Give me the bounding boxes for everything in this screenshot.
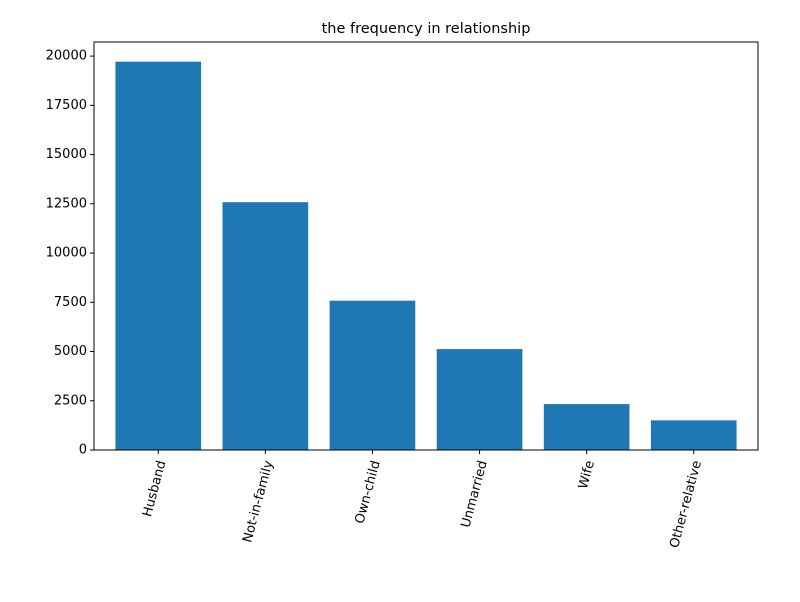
chart-title: the frequency in relationship	[322, 21, 531, 37]
bars-group	[115, 61, 737, 451]
y-tick-label: 12500	[46, 196, 87, 211]
y-tick-label: 7500	[54, 295, 87, 310]
bar-own-child	[329, 300, 416, 450]
y-tick-label: 10000	[46, 246, 87, 261]
x-tick-label: Own-child	[352, 459, 383, 525]
y-axis: 0 2500 5000 7500 10000 12500 15000 17500 20000	[46, 49, 94, 458]
x-axis: Husband Not-in-family Own-child Unmarried Wi…	[140, 450, 705, 550]
bar-not-in-family	[222, 202, 309, 450]
bar-other-relative	[650, 420, 737, 450]
y-tick-label: 17500	[46, 98, 87, 113]
x-tick-label: Not-in-family	[240, 459, 276, 544]
y-tick-label: 5000	[54, 344, 87, 359]
plot-frame	[93, 41, 759, 451]
y-tick-label: 0	[79, 443, 87, 458]
x-tick-label: Unmarried	[459, 459, 491, 529]
bar-wife	[543, 404, 630, 450]
y-tick-label: 15000	[46, 147, 87, 162]
x-tick-label: Wife	[576, 459, 598, 491]
bar-husband	[115, 61, 202, 451]
x-tick-label: Husband	[140, 459, 169, 518]
y-tick-label: 20000	[46, 49, 87, 64]
bar-unmarried	[436, 349, 523, 450]
x-tick-label: Other-relative	[667, 459, 705, 550]
y-tick-label: 2500	[54, 393, 87, 408]
